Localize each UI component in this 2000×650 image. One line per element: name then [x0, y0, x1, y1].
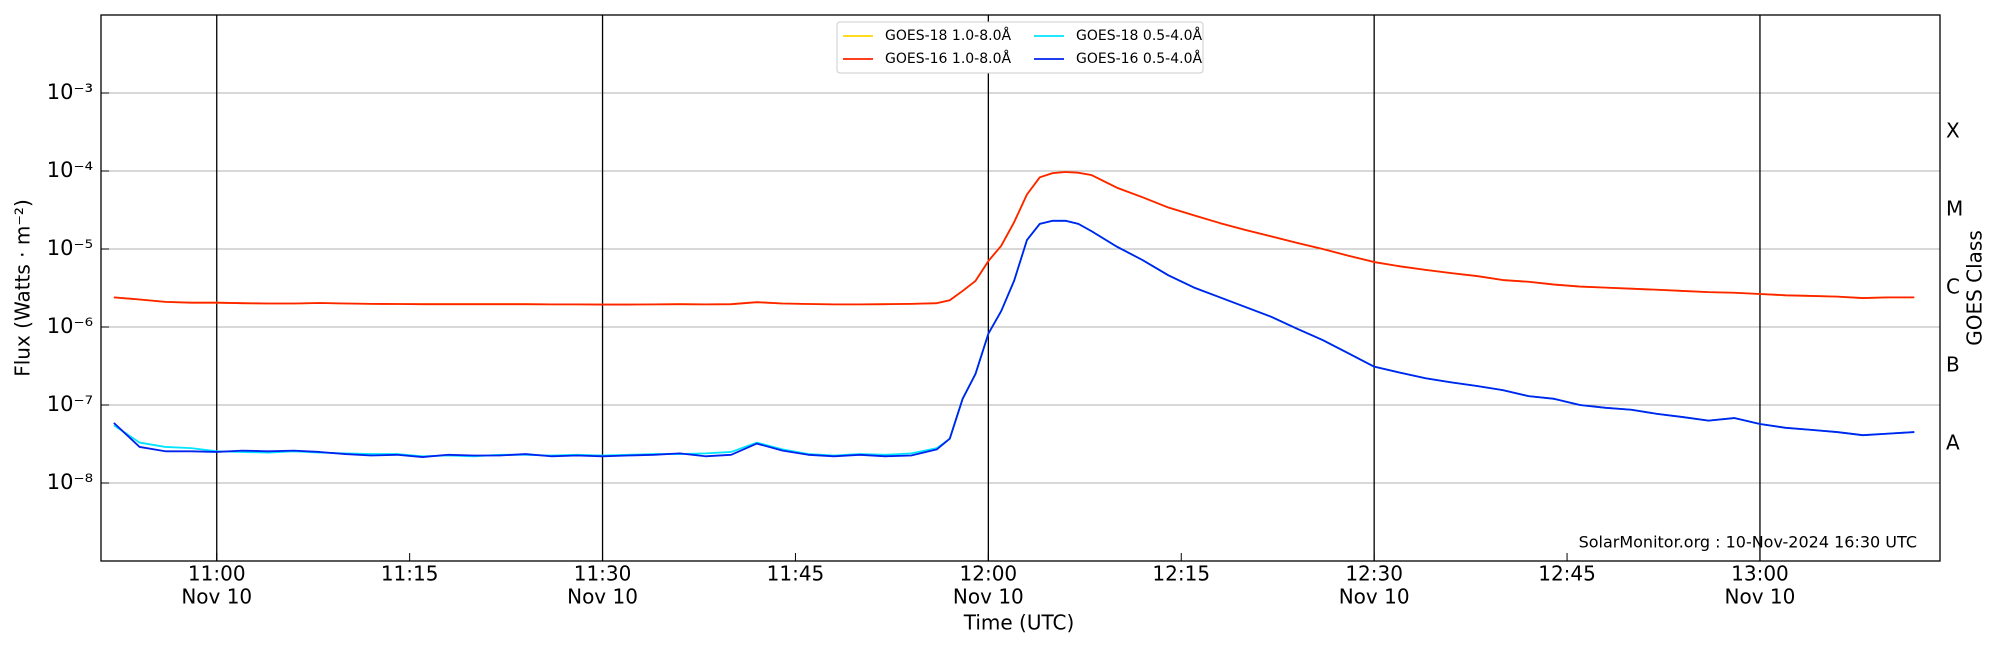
x-tick-label: 12:30	[1345, 562, 1403, 586]
x-tick-label: 11:15	[381, 562, 439, 586]
x-tick-label: 12:00	[960, 562, 1018, 586]
class-label: X	[1946, 119, 1960, 143]
x-tick-sublabel: Nov 10	[567, 585, 638, 609]
x-tick-label: 11:45	[767, 562, 825, 586]
y-tick-label: 10⁻⁵	[47, 236, 93, 260]
legend-label: GOES-16 0.5-4.0Å	[1076, 50, 1202, 67]
legend-label: GOES-18 0.5-4.0Å	[1076, 27, 1202, 44]
legend-label: GOES-18 1.0-8.0Å	[885, 27, 1011, 44]
y-tick-label: 10⁻³	[47, 80, 93, 104]
class-label: B	[1946, 353, 1960, 377]
plot-frame	[100, 14, 1941, 562]
x-tick-sublabel: Nov 10	[181, 585, 252, 609]
x-tick-sublabel: Nov 10	[1725, 585, 1796, 609]
x-tick-label: 13:00	[1731, 562, 1789, 586]
y-tick-label: 10⁻⁸	[47, 470, 93, 494]
legend-box	[836, 21, 1204, 74]
x-tick-sublabel: Nov 10	[1339, 585, 1410, 609]
annotation: SolarMonitor.org : 10-Nov-2024 16:30 UTC	[1579, 533, 1917, 552]
y-tick-label: 10⁻⁶	[47, 314, 93, 338]
legend-label: GOES-16 1.0-8.0Å	[885, 50, 1011, 67]
x-tick-label: 12:45	[1538, 562, 1596, 586]
x-tick-label: 11:30	[574, 562, 632, 586]
y-axis-label: Flux (Watts · m⁻²)	[11, 199, 35, 377]
y2-axis-label: GOES Class	[1963, 230, 1987, 346]
class-label: A	[1946, 431, 1960, 455]
series-line	[113, 219, 1915, 458]
y-tick-label: 10⁻⁴	[47, 158, 93, 182]
series-line	[113, 171, 1915, 306]
x-tick-label: 12:15	[1152, 562, 1210, 586]
x-tick-sublabel: Nov 10	[953, 585, 1024, 609]
class-label: C	[1946, 275, 1960, 299]
class-label: M	[1946, 197, 1963, 221]
x-axis-label: Time (UTC)	[963, 611, 1075, 635]
y-tick-label: 10⁻⁷	[47, 392, 93, 416]
x-tick-label: 11:00	[188, 562, 246, 586]
